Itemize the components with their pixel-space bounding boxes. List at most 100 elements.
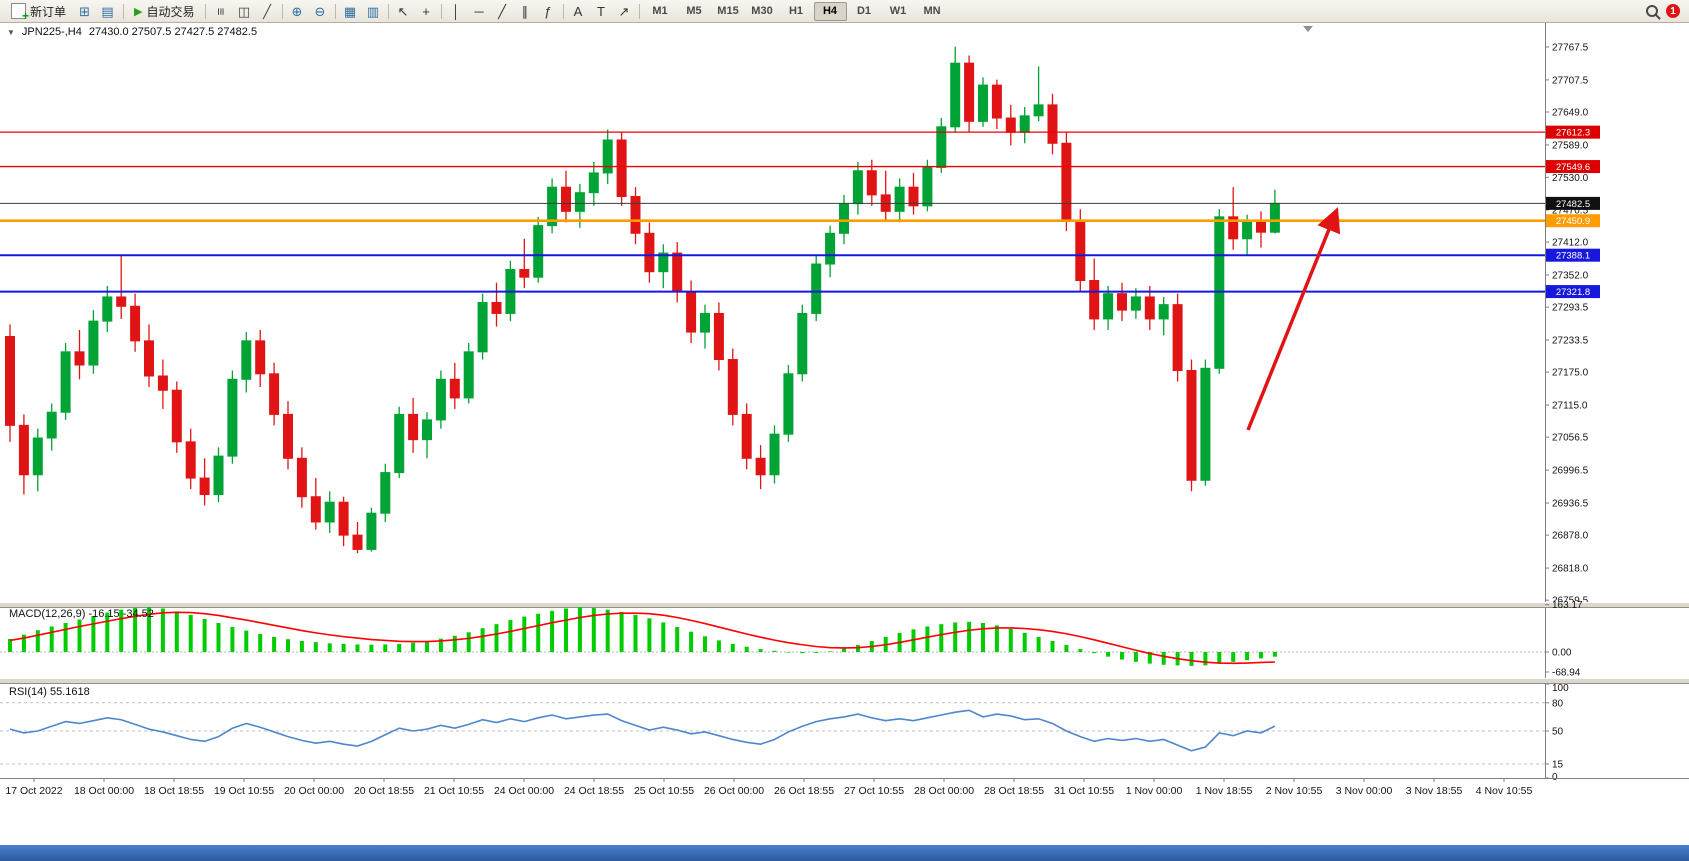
svg-text:28 Oct 00:00: 28 Oct 00:00 xyxy=(914,785,974,797)
svg-text:27707.5: 27707.5 xyxy=(1552,75,1589,86)
chart-profiles-icon[interactable]: ▤ xyxy=(96,1,119,22)
timeframe-mn[interactable]: MN xyxy=(923,5,941,17)
svg-text:163.17: 163.17 xyxy=(1552,600,1583,611)
vertical-line-icon[interactable]: │ xyxy=(445,1,468,22)
svg-text:27549.6: 27549.6 xyxy=(1556,162,1590,173)
zoom-in-icon[interactable]: ⊕ xyxy=(286,1,309,22)
trendline-icon[interactable]: ╱ xyxy=(491,1,514,22)
arrows-icon[interactable]: ↗ xyxy=(613,1,636,22)
svg-text:27175.0: 27175.0 xyxy=(1552,368,1589,379)
svg-text:28 Oct 18:55: 28 Oct 18:55 xyxy=(984,785,1044,797)
svg-text:15: 15 xyxy=(1552,759,1564,770)
macd-axis: 163.17 0.00 -68.94 xyxy=(1545,600,1583,678)
svg-text:26759.5: 26759.5 xyxy=(1552,596,1589,607)
toolbar-main-tools: ≡ ◫ ╱ ⊕ ⊖ ▦ ▥ ↖ + │ ─ ╱ ∥ ƒ A T ↗ xyxy=(210,1,643,22)
svg-text:24 Oct 18:55: 24 Oct 18:55 xyxy=(564,785,624,797)
horizontal-line-icon[interactable]: ─ xyxy=(468,1,491,22)
search-icon[interactable] xyxy=(1646,5,1658,17)
timeframe-h4[interactable]: H4 xyxy=(813,1,847,21)
autotrade-button[interactable]: ▶ 自动交易 xyxy=(128,1,200,22)
svg-text:27352.0: 27352.0 xyxy=(1552,271,1589,282)
candlestick-chart-icon[interactable]: ◫ xyxy=(233,1,256,22)
svg-text:19 Oct 10:55: 19 Oct 10:55 xyxy=(214,785,274,797)
macd-indicator-label: MACD(12,26,9) -16.15 -34.52 xyxy=(9,608,154,620)
bar-chart-icon[interactable]: ≡ xyxy=(210,1,233,22)
new-order-label: 新订单 xyxy=(30,4,67,19)
timeframe-m30[interactable]: M30 xyxy=(751,5,773,17)
fibonacci-icon: ƒ xyxy=(544,3,552,19)
svg-text:27115.0: 27115.0 xyxy=(1552,401,1588,412)
chart-profiles-icon: ▤ xyxy=(101,3,114,19)
svg-text:-68.94: -68.94 xyxy=(1552,667,1581,678)
toolbar-separator xyxy=(281,3,283,19)
timeframe-w1[interactable]: W1 xyxy=(889,5,907,17)
svg-text:26 Oct 18:55: 26 Oct 18:55 xyxy=(774,785,834,797)
channel-icon[interactable]: ∥ xyxy=(514,1,537,22)
timeframe-m1[interactable]: M1 xyxy=(652,5,668,17)
svg-text:1 Nov 00:00: 1 Nov 00:00 xyxy=(1126,785,1183,797)
svg-text:24 Oct 00:00: 24 Oct 00:00 xyxy=(494,785,554,797)
svg-text:27767.5: 27767.5 xyxy=(1552,42,1589,53)
zoom-out-icon[interactable]: ⊖ xyxy=(309,1,332,22)
toolbar-right: 1 xyxy=(1646,4,1684,18)
level-lines xyxy=(0,131,1545,293)
timeframe-d1[interactable]: D1 xyxy=(856,5,872,17)
svg-text:27056.5: 27056.5 xyxy=(1552,433,1589,444)
svg-text:20 Oct 00:00: 20 Oct 00:00 xyxy=(284,785,344,797)
svg-text:50: 50 xyxy=(1552,727,1564,738)
svg-text:3 Nov 00:00: 3 Nov 00:00 xyxy=(1336,785,1393,797)
svg-text:3 Nov 18:55: 3 Nov 18:55 xyxy=(1406,785,1463,797)
svg-text:0: 0 xyxy=(1552,772,1558,783)
svg-text:27612.3: 27612.3 xyxy=(1556,128,1590,139)
rsi-line xyxy=(9,709,1276,752)
toolbar-separator xyxy=(638,3,640,19)
toolbar: 新订单 ⊞ ▤ ▶ 自动交易 ≡◫ ╱ ⊕⊖ ▦ ▥ ↖ + │ ─ ╱ ∥ ƒ AT↗ M1 M5 M15 M… xyxy=(0,0,1689,23)
cascade-windows-icon[interactable]: ▥ xyxy=(362,1,385,22)
timeframe-m15[interactable]: M15 xyxy=(717,5,739,17)
tile-windows-icon: ▦ xyxy=(343,3,357,19)
svg-text:0.00: 0.00 xyxy=(1552,648,1572,659)
line-chart-icon[interactable]: ╱ xyxy=(256,1,279,22)
new-chart-icon[interactable]: ⊞ xyxy=(73,1,96,22)
svg-text:31 Oct 10:55: 31 Oct 10:55 xyxy=(1054,785,1114,797)
svg-text:27293.5: 27293.5 xyxy=(1552,303,1589,314)
candlestick-chart-icon: ◫ xyxy=(237,3,251,19)
crosshair-icon[interactable]: + xyxy=(415,1,438,22)
svg-text:1 Nov 18:55: 1 Nov 18:55 xyxy=(1196,785,1253,797)
macd-signal-line xyxy=(9,611,1275,665)
svg-text:26878.0: 26878.0 xyxy=(1552,531,1589,542)
horizontal-line-icon: ─ xyxy=(474,3,484,19)
svg-text:100: 100 xyxy=(1552,683,1569,694)
tile-windows-icon[interactable]: ▦ xyxy=(339,1,362,22)
svg-text:80: 80 xyxy=(1552,698,1564,709)
text-label-icon[interactable]: T xyxy=(590,1,613,22)
crosshair-icon: + xyxy=(422,3,430,19)
svg-text:26 Oct 00:00: 26 Oct 00:00 xyxy=(704,785,764,797)
cursor-icon[interactable]: ↖ xyxy=(392,1,415,22)
timeframe-m5[interactable]: M5 xyxy=(686,5,702,17)
chart-shift-marker xyxy=(1303,26,1313,32)
new-chart-icon: ⊞ xyxy=(79,3,90,19)
chart-canvas[interactable]: 27767.5 27707.5 27649.0 27589.0 27530.0 27470… xyxy=(0,22,1689,812)
vertical-line-icon: │ xyxy=(451,3,461,19)
svg-text:27450.9: 27450.9 xyxy=(1556,216,1590,227)
svg-text:27482.5: 27482.5 xyxy=(1556,199,1590,210)
taskbar[interactable] xyxy=(0,845,1689,861)
symbol-dropdown-icon[interactable]: ▼ xyxy=(7,27,15,37)
ohlc-readout: 27430.0 27507.5 27427.5 27482.5 xyxy=(88,26,258,38)
svg-text:27321.8: 27321.8 xyxy=(1556,287,1590,298)
text-icon[interactable]: A xyxy=(567,1,590,22)
svg-text:21 Oct 10:55: 21 Oct 10:55 xyxy=(424,785,484,797)
toolbar-separator xyxy=(334,3,336,19)
notification-badge[interactable]: 1 xyxy=(1666,4,1680,18)
timeframe-h1[interactable]: H1 xyxy=(788,5,804,17)
channel-icon: ∥ xyxy=(521,3,529,19)
fibonacci-icon[interactable]: ƒ xyxy=(537,1,560,22)
svg-text:26936.5: 26936.5 xyxy=(1552,499,1589,510)
text-icon: A xyxy=(573,3,583,19)
svg-text:25 Oct 10:55: 25 Oct 10:55 xyxy=(634,785,694,797)
svg-text:27649.0: 27649.0 xyxy=(1552,108,1589,119)
svg-text:26996.5: 26996.5 xyxy=(1552,466,1589,477)
svg-text:2 Nov 10:55: 2 Nov 10:55 xyxy=(1266,785,1323,797)
new-order-button[interactable]: 新订单 xyxy=(5,1,72,23)
